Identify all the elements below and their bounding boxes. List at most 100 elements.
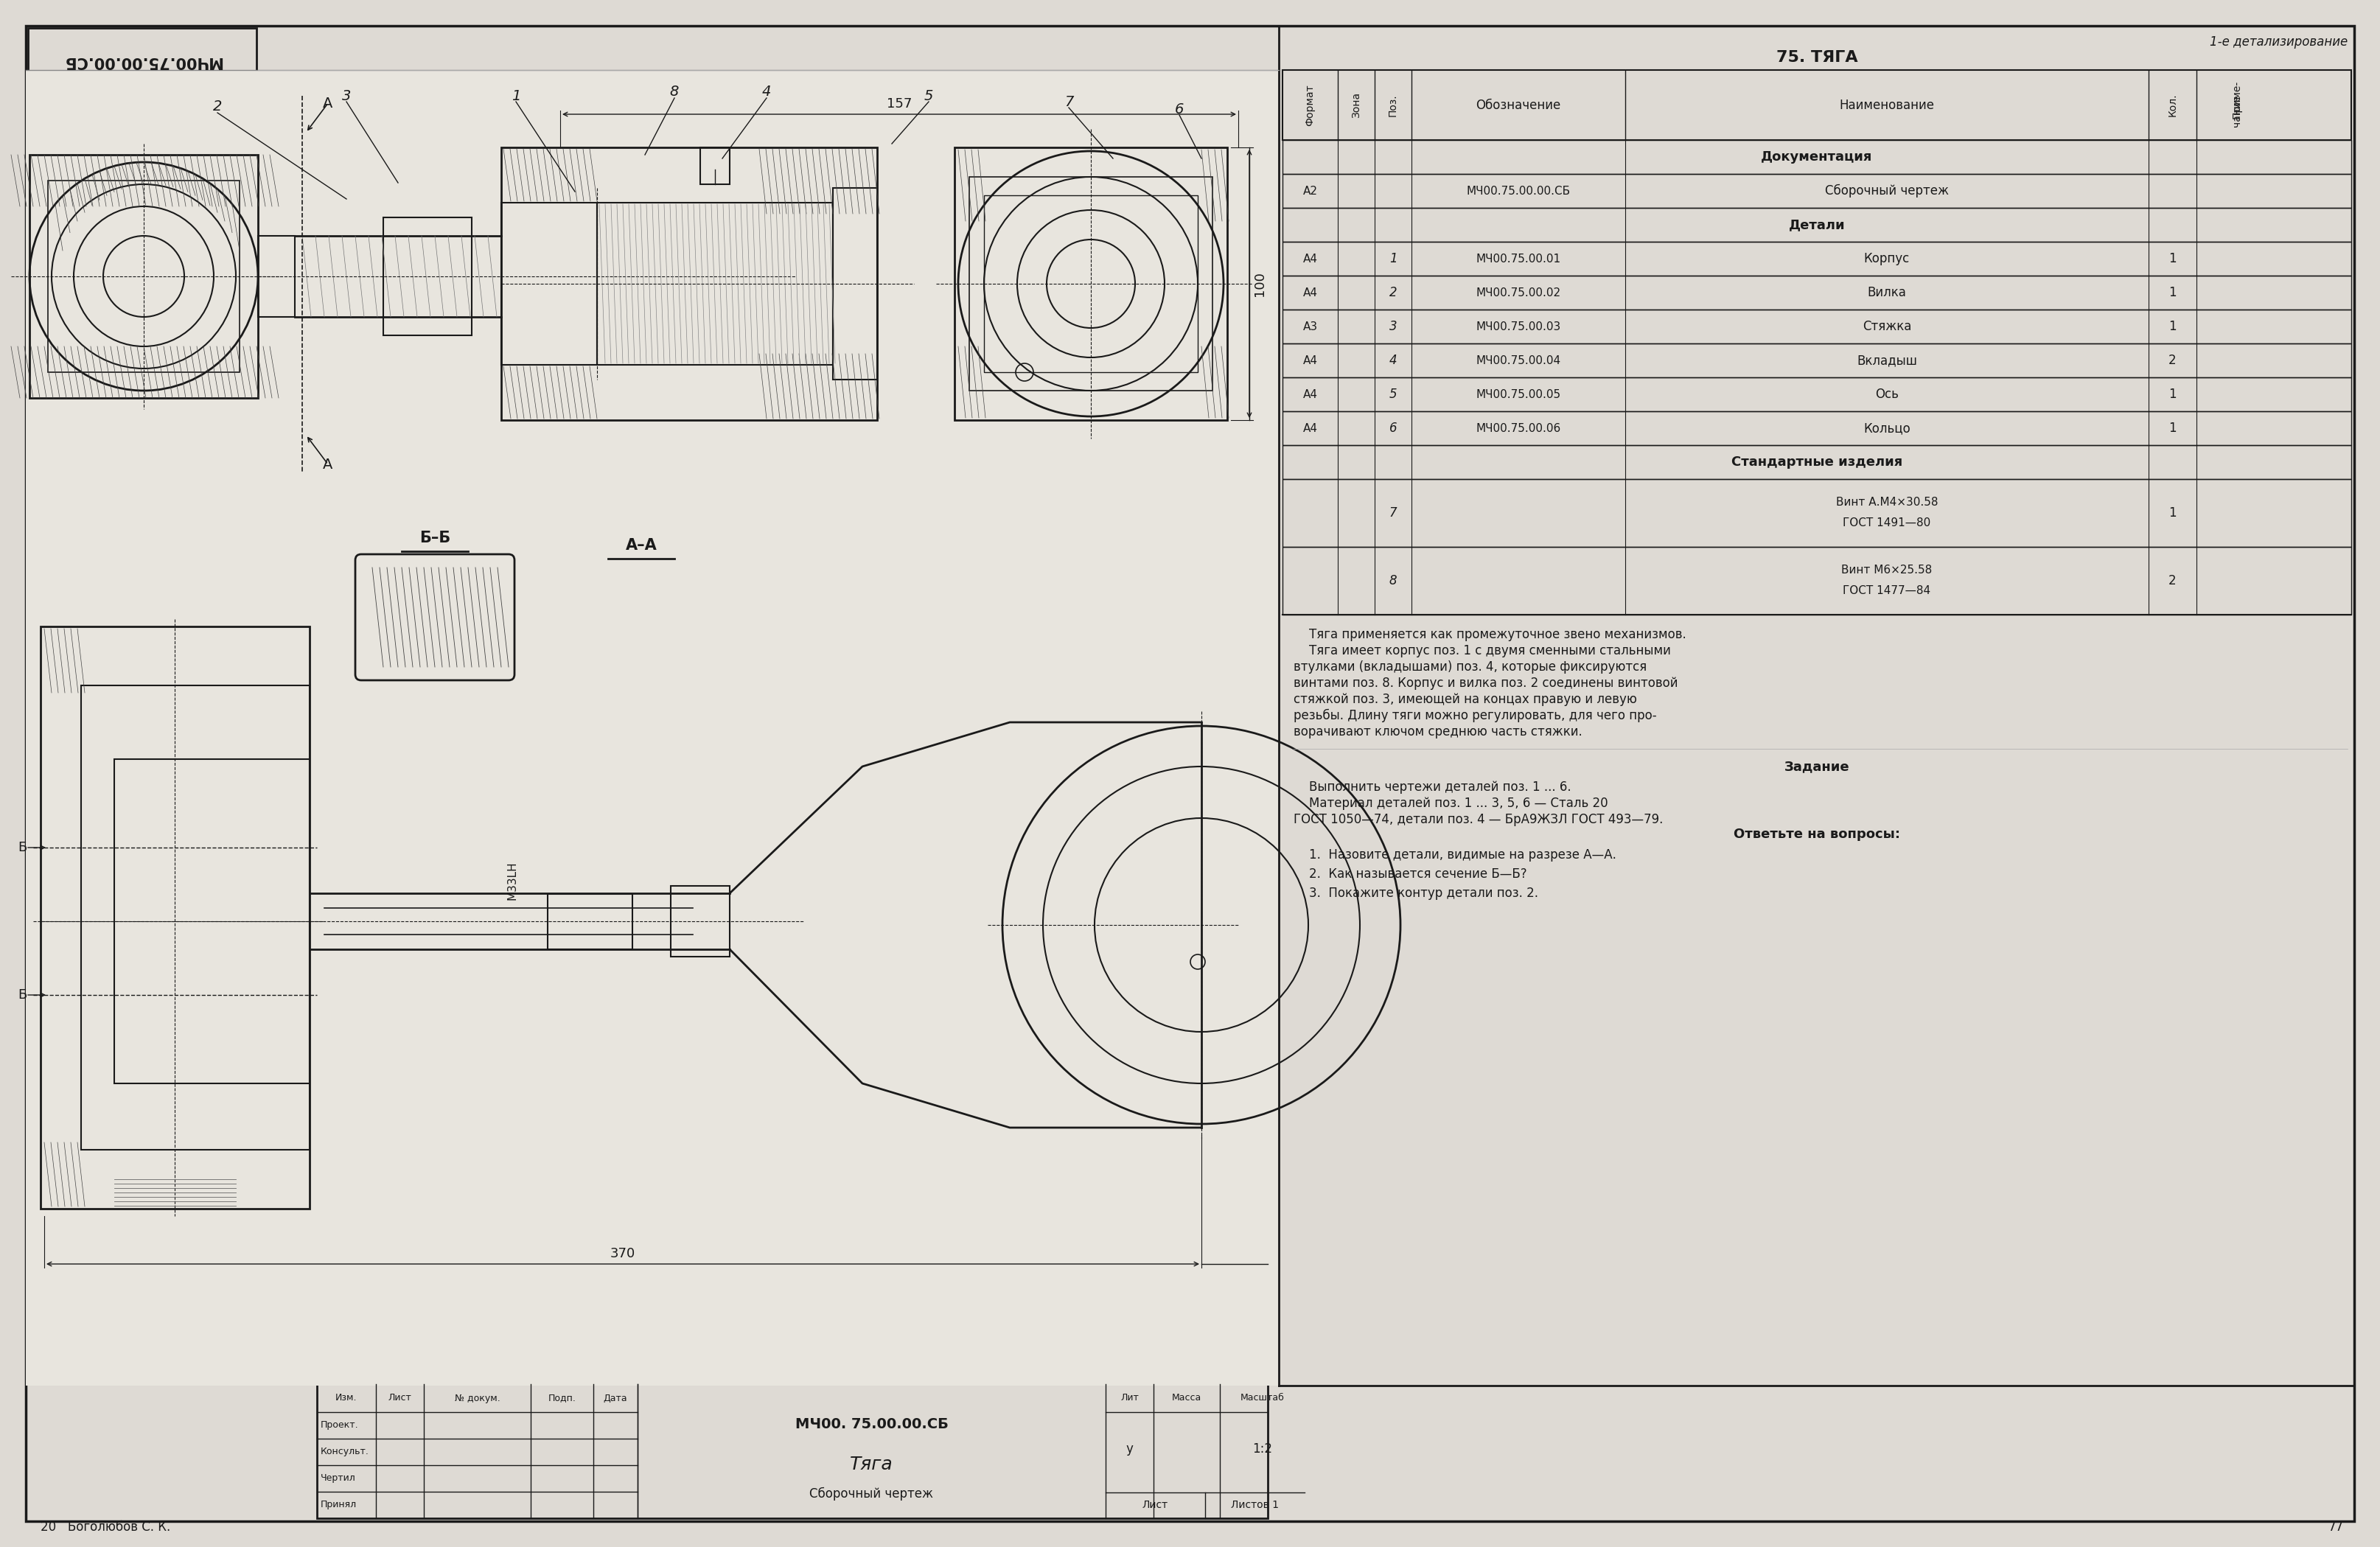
Text: А4: А4: [1302, 288, 1319, 299]
Bar: [257, 235, 295, 317]
Text: ГОСТ 1050—74, детали поз. 4 — БрА9ЖЗЛ ГОСТ 493—79.: ГОСТ 1050—74, детали поз. 4 — БрА9ЖЗЛ ГО…: [1295, 812, 1664, 826]
Text: А4: А4: [1302, 388, 1319, 399]
Bar: [1283, 343, 2351, 377]
Text: А3: А3: [1302, 320, 1319, 333]
Text: Задание: Задание: [1785, 760, 1849, 774]
Text: Изм.: Изм.: [336, 1394, 357, 1403]
Bar: [969, 176, 1211, 391]
Text: Сборочный чертеж: Сборочный чертеж: [1825, 184, 1949, 198]
Text: 2: 2: [2168, 574, 2175, 588]
Bar: [317, 1385, 1269, 1518]
Text: 1: 1: [512, 88, 521, 102]
Text: Поз.: Поз.: [1388, 94, 1397, 116]
Bar: [1283, 480, 2351, 548]
Text: 3: 3: [343, 88, 350, 102]
Text: 1: 1: [2168, 388, 2175, 401]
Bar: [29, 28, 257, 94]
Bar: [1283, 446, 2351, 480]
Text: 6: 6: [1176, 102, 1183, 116]
Text: 2: 2: [2168, 354, 2175, 367]
Bar: [671, 886, 731, 956]
Text: Винт А.М4×30.58: Винт А.М4×30.58: [1835, 497, 1937, 507]
Text: Наименование: Наименование: [1840, 99, 1935, 111]
Text: ГОСТ 1491—80: ГОСТ 1491—80: [1842, 518, 1930, 529]
Text: 8: 8: [1390, 574, 1397, 588]
Bar: [1283, 377, 2351, 412]
Text: Лит: Лит: [1121, 1394, 1138, 1403]
Text: ворачивают ключом среднюю часть стяжки.: ворачивают ключом среднюю часть стяжки.: [1295, 726, 1583, 738]
Text: Формат: Формат: [1304, 84, 1316, 125]
Bar: [40, 627, 309, 1208]
Text: 75. ТЯГА: 75. ТЯГА: [1775, 50, 1859, 65]
Bar: [48, 181, 240, 373]
Text: 4: 4: [762, 85, 771, 99]
Text: Приме-: Приме-: [2232, 80, 2242, 119]
Text: А: А: [324, 96, 333, 110]
Bar: [1283, 173, 2351, 207]
Text: Вилка: Вилка: [1868, 286, 1906, 299]
Text: А2: А2: [1302, 186, 1319, 196]
Text: 2: 2: [1390, 286, 1397, 299]
Text: Вкладыш: Вкладыш: [1856, 354, 1916, 367]
Bar: [597, 203, 833, 365]
Text: 8: 8: [669, 85, 678, 99]
Text: А4: А4: [1302, 422, 1319, 433]
Text: МЧ00. 75.00.00.СБ: МЧ00. 75.00.00.СБ: [795, 1417, 947, 1431]
Text: 1: 1: [2168, 286, 2175, 299]
Text: МЧ00.75.00.03: МЧ00.75.00.03: [1476, 320, 1561, 333]
Text: Листов 1: Листов 1: [1230, 1501, 1278, 1510]
Text: МЧ00.75.00.02: МЧ00.75.00.02: [1476, 288, 1561, 299]
Text: Обозначение: Обозначение: [1476, 99, 1561, 111]
Text: Консульт.: Консульт.: [321, 1446, 369, 1457]
Text: № докум.: № докум.: [455, 1394, 500, 1403]
Bar: [1283, 70, 2351, 141]
Bar: [547, 894, 633, 950]
Text: А–А: А–А: [626, 538, 657, 552]
Text: МЧ00.75.00.06: МЧ00.75.00.06: [1476, 422, 1561, 433]
Bar: [833, 187, 878, 379]
Text: Принял: Принял: [321, 1501, 357, 1510]
Text: 1: 1: [2168, 506, 2175, 520]
Text: Документация: Документация: [1761, 150, 1873, 164]
Text: 77: 77: [2328, 1521, 2344, 1533]
Text: МЧ00.75.00.00.СБ: МЧ00.75.00.00.СБ: [62, 54, 221, 68]
Bar: [954, 147, 1228, 421]
Text: 7: 7: [1390, 506, 1397, 520]
Bar: [1283, 141, 2351, 173]
Text: Б: Б: [17, 842, 26, 854]
Text: втулками (вкладышами) поз. 4, которые фиксируются: втулками (вкладышами) поз. 4, которые фи…: [1295, 661, 1647, 673]
Text: 4: 4: [1390, 354, 1397, 367]
Text: ГОСТ 1477—84: ГОСТ 1477—84: [1842, 586, 1930, 597]
Bar: [26, 70, 1278, 1386]
Bar: [983, 195, 1197, 373]
Text: 1-е детализирование: 1-е детализирование: [2209, 36, 2347, 48]
Bar: [1283, 241, 2351, 275]
Bar: [1283, 309, 2351, 343]
Text: чание: чание: [2232, 94, 2242, 127]
Text: 2.  Как называется сечение Б—Б?: 2. Как называется сечение Б—Б?: [1295, 868, 1528, 880]
Text: стяжкой поз. 3, имеющей на концах правую и левую: стяжкой поз. 3, имеющей на концах правую…: [1295, 693, 1637, 705]
Bar: [114, 760, 309, 1083]
Text: А4: А4: [1302, 354, 1319, 367]
Text: Б–Б: Б–Б: [419, 531, 450, 546]
Text: Кольцо: Кольцо: [1864, 422, 1911, 435]
Text: Тяга имеет корпус поз. 1 с двумя сменными стальными: Тяга имеет корпус поз. 1 с двумя сменным…: [1295, 644, 1671, 657]
Text: 20   Боголюбов С. К.: 20 Боголюбов С. К.: [40, 1521, 171, 1533]
Text: Тяга: Тяга: [850, 1456, 892, 1473]
Text: у: у: [1126, 1443, 1133, 1456]
Text: 1:2: 1:2: [1252, 1443, 1273, 1456]
Text: Материал деталей поз. 1 ... 3, 5, 6 — Сталь 20: Материал деталей поз. 1 ... 3, 5, 6 — Ст…: [1295, 797, 1609, 811]
Text: 1: 1: [1390, 252, 1397, 266]
Text: Стяжка: Стяжка: [1864, 320, 1911, 333]
Text: винтами поз. 8. Корпус и вилка поз. 2 соединены винтовой: винтами поз. 8. Корпус и вилка поз. 2 со…: [1295, 676, 1678, 690]
Text: 370: 370: [609, 1247, 635, 1261]
Bar: [383, 218, 471, 336]
Bar: [1283, 275, 2351, 309]
Text: МЧ00.75.00.04: МЧ00.75.00.04: [1476, 354, 1561, 367]
Text: МЧ00.75.00.01: МЧ00.75.00.01: [1476, 254, 1561, 265]
Bar: [1283, 207, 2351, 241]
Text: Корпус: Корпус: [1864, 252, 1909, 266]
Text: Подп.: Подп.: [547, 1394, 576, 1403]
Text: Ось: Ось: [1875, 388, 1899, 401]
Text: 100: 100: [1252, 271, 1266, 295]
